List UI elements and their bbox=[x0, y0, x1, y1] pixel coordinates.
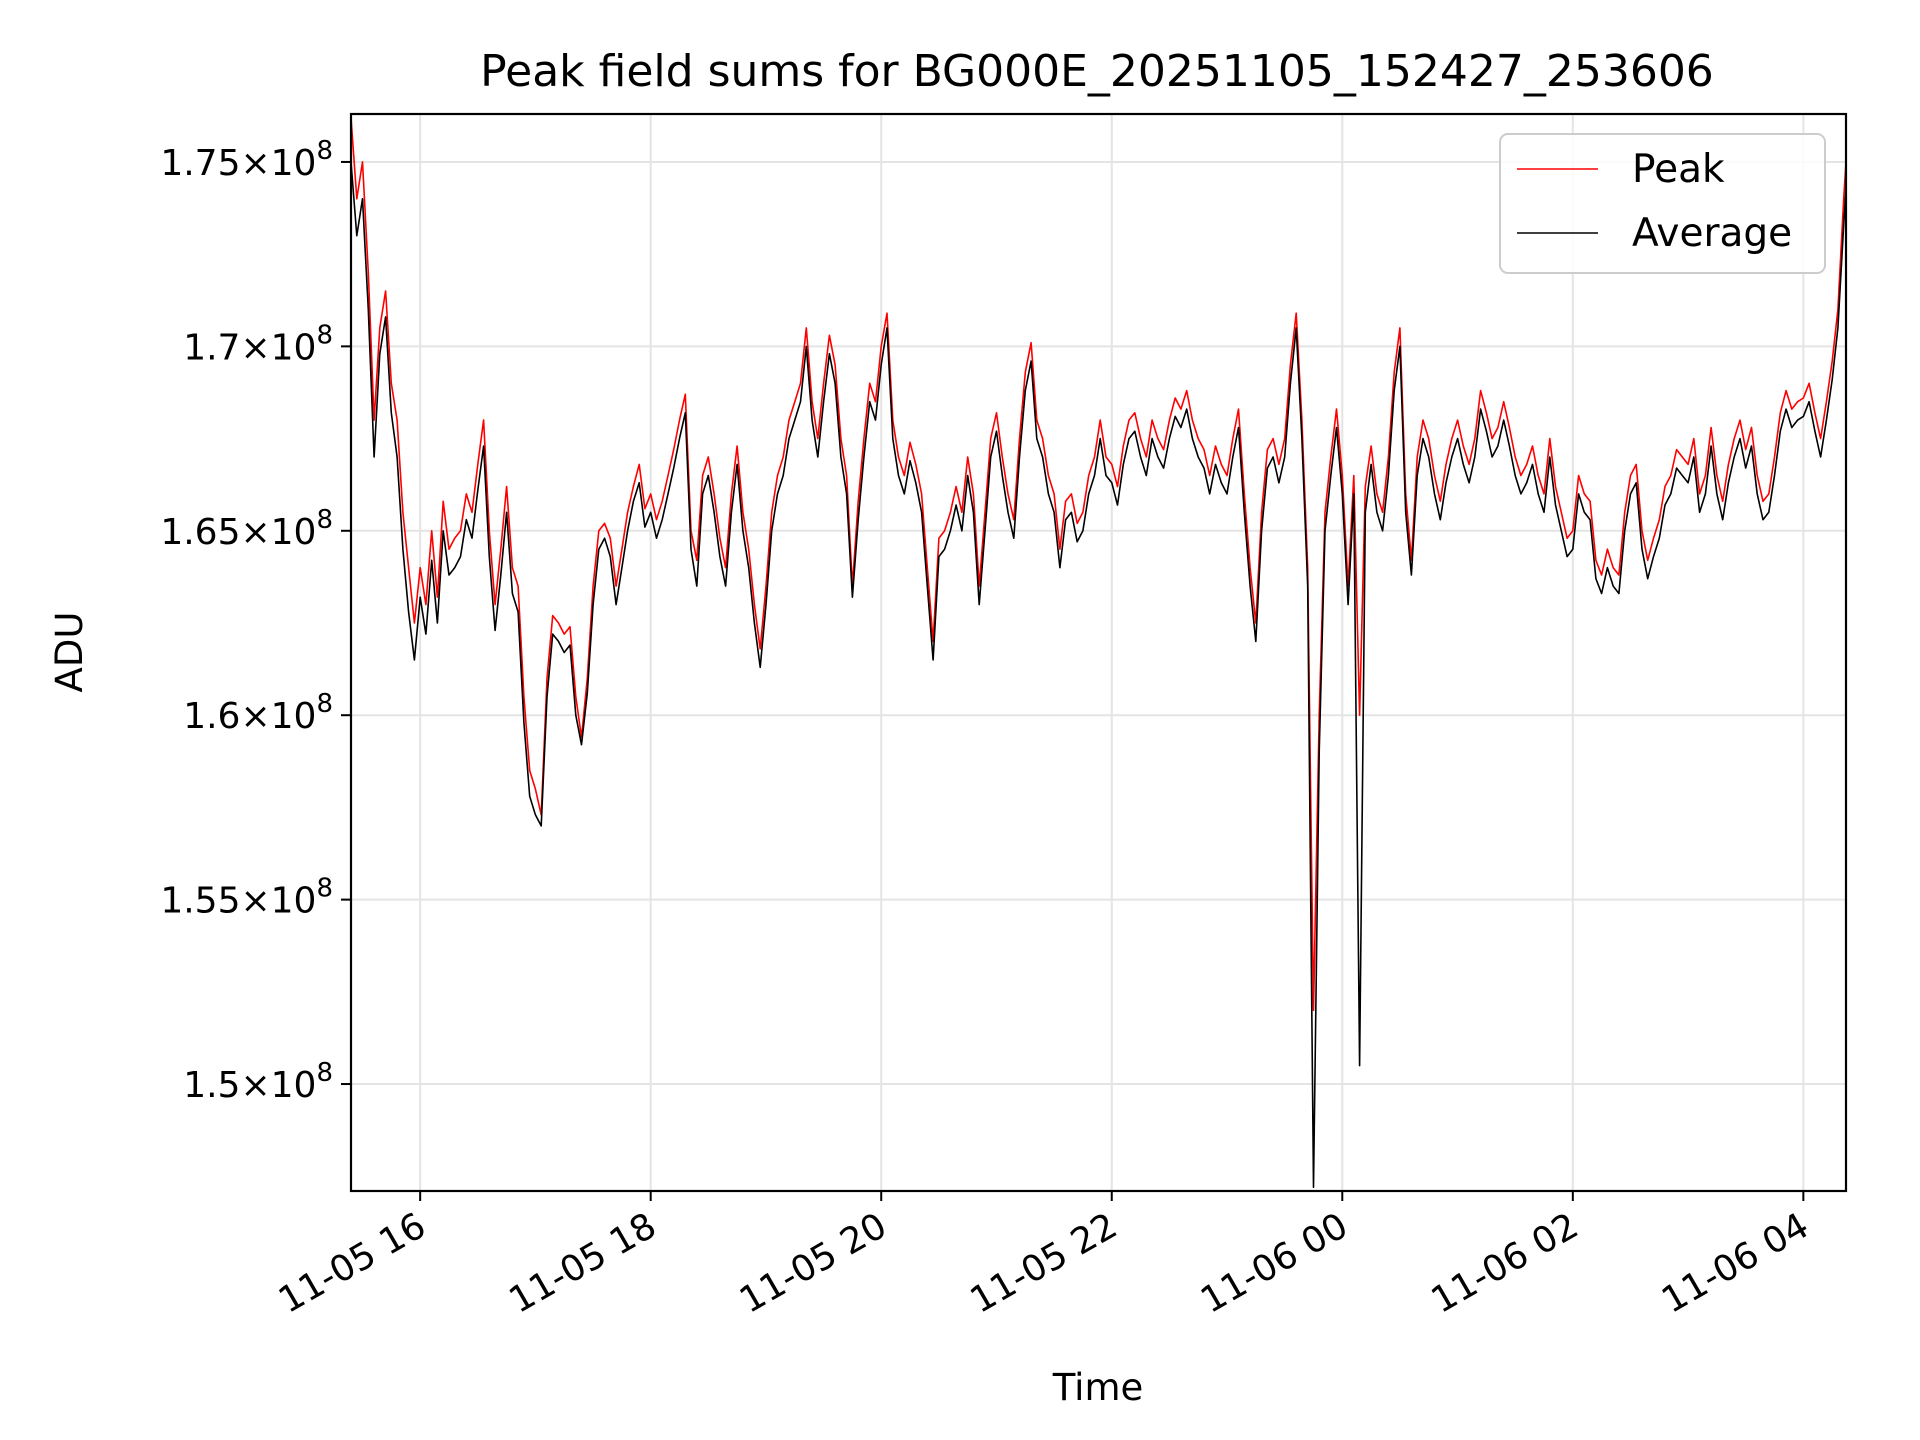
y-tick-label: 1.65×108 bbox=[160, 505, 333, 553]
series-group bbox=[351, 117, 1846, 1189]
y-tick-mantissa: 1.75 bbox=[160, 143, 240, 184]
y-tick-exponent: 8 bbox=[316, 874, 333, 904]
y-tick-mantissa: 1.65 bbox=[160, 512, 240, 553]
y-tick-label: 1.6×108 bbox=[183, 689, 333, 737]
y-tick-times-ten: ×10 bbox=[240, 327, 316, 368]
y-tick-mantissa: 1.55 bbox=[160, 881, 240, 922]
y-tick-mantissa: 1.5 bbox=[183, 1065, 240, 1106]
y-tick-times-ten: ×10 bbox=[240, 696, 316, 737]
y-tick-label: 1.55×108 bbox=[160, 874, 333, 922]
y-tick-times-ten: ×10 bbox=[240, 512, 316, 553]
legend-label-average: Average bbox=[1632, 211, 1792, 256]
series-line-peak bbox=[351, 117, 1846, 1012]
y-tick-exponent: 8 bbox=[316, 689, 333, 719]
y-tick-label: 1.5×108 bbox=[183, 1058, 333, 1106]
y-tick-times-ten: ×10 bbox=[240, 143, 316, 184]
y-axis-label: ADU bbox=[48, 612, 91, 693]
legend-label-peak: Peak bbox=[1632, 147, 1725, 192]
series-line-average bbox=[351, 161, 1846, 1189]
y-tick-exponent: 8 bbox=[316, 1058, 333, 1088]
x-axis-label: Time bbox=[1052, 1366, 1144, 1409]
y-tick-label: 1.7×108 bbox=[183, 320, 333, 368]
grid-lines bbox=[351, 114, 1846, 1191]
y-tick-exponent: 8 bbox=[316, 136, 333, 166]
y-tick-times-ten: ×10 bbox=[240, 1065, 316, 1106]
y-tick-exponent: 8 bbox=[316, 320, 333, 350]
y-tick-label: 1.75×108 bbox=[160, 136, 333, 184]
y-tick-times-ten: ×10 bbox=[240, 881, 316, 922]
legend: Peak Average bbox=[1499, 133, 1826, 274]
plot-frame bbox=[349, 112, 1848, 1193]
chart-title: Peak field sums for BG000E_20251105_1524… bbox=[480, 46, 1714, 97]
y-tick-exponent: 8 bbox=[316, 505, 333, 535]
y-tick-mantissa: 1.7 bbox=[183, 327, 240, 368]
y-tick-mantissa: 1.6 bbox=[183, 696, 240, 737]
y-axis-ticks: 1.5×1081.55×1081.6×1081.65×1081.7×1081.7… bbox=[160, 136, 351, 1106]
